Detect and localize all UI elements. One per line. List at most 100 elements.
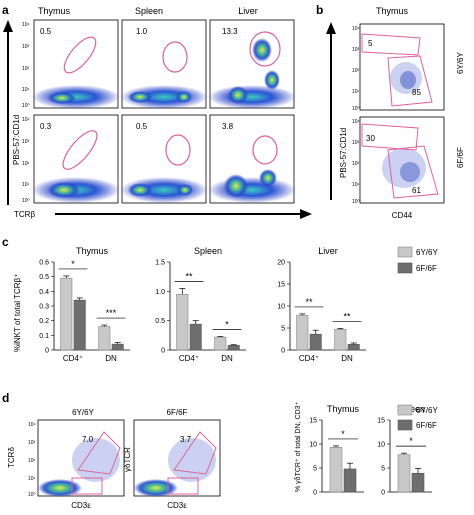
significance-marker: **	[305, 297, 313, 307]
gate	[77, 431, 121, 475]
gate-percent: 1.0	[136, 27, 148, 36]
bar	[397, 454, 411, 493]
y-tick-label: 0.6	[39, 260, 49, 267]
flow-plot-liver-6y: 13.3	[208, 19, 296, 109]
tick-label: 10⁰	[22, 198, 30, 204]
panel-d-ylabel: % γδTCR⁺ of total DN, CD3⁺	[295, 401, 302, 492]
bar	[411, 472, 425, 493]
tick-label: 10²	[22, 66, 30, 72]
tick-label: 10⁴	[352, 119, 360, 125]
flow-plot-b-6y: 5 85 6Y/6Y 10⁴ 10³ 10² 10¹ 10⁰	[352, 23, 465, 112]
x-tick-label: DN	[341, 354, 353, 363]
bar	[296, 314, 309, 351]
genotype-label: 6Y/6Y	[456, 52, 465, 74]
significance-marker: *	[341, 429, 345, 439]
gate-percent: 3.7	[180, 435, 192, 444]
bar-chart-thymus: Thymus 0 5 10 15 *	[309, 404, 364, 497]
gate-percent: 3.8	[222, 122, 234, 131]
gate	[62, 130, 98, 170]
panel-letter-b: b	[316, 3, 323, 17]
y-tick-label: 0	[281, 348, 285, 355]
y-tick-label: 15	[377, 418, 385, 425]
significance-marker: *	[225, 320, 229, 330]
tick-label: 10³	[22, 139, 30, 145]
legend-swatch	[397, 419, 413, 431]
gate	[165, 134, 191, 166]
tick-label: 10²	[352, 68, 360, 74]
tick-label: 10⁰	[22, 103, 30, 109]
gate-percent: 0.5	[40, 27, 52, 36]
bar	[111, 343, 124, 351]
flow-plot-liver-6f: 3.8	[208, 114, 296, 204]
tick-label: 10³	[352, 47, 360, 53]
bar-chart-thymus: Thymus 0 0.1 0.2 0.3 0.4 0.5 0.6 CD4⁺ * DN ***	[39, 246, 130, 363]
genotype-label: 6F/6F	[167, 408, 188, 417]
legend-swatch	[397, 262, 413, 274]
tick-label: 10⁰	[352, 199, 360, 205]
legend-swatch	[397, 404, 413, 416]
panel-b-ylabel: PBS-57:CD1d	[339, 128, 348, 178]
panel-a: Thymus Spleen Liver PBS-57:CD1d TCRβ 10⁴…	[3, 6, 312, 219]
panel-a-title-liver: Liver	[238, 6, 258, 16]
tick-label: 10¹	[352, 89, 360, 95]
y-tick-label: 0	[161, 348, 165, 355]
tick-label: 10¹	[22, 87, 30, 93]
panel-letter-d: d	[2, 391, 9, 405]
panel-b-xlabel: CD44	[392, 211, 413, 220]
panel-a-title-spleen: Spleen	[135, 6, 163, 16]
plot-ylabel: TCRδ	[7, 447, 16, 468]
chart-title: Thymus	[327, 404, 360, 414]
tick-label: 10⁰	[28, 492, 36, 498]
flow-plot-spleen-6y: 1.0	[120, 19, 208, 109]
x-tick-label: DN	[221, 354, 233, 363]
gate-percent: 13.3	[222, 27, 238, 36]
gate-percent: 61	[412, 186, 421, 195]
panel-b-title: Thymus	[376, 6, 409, 16]
y-tick-label: 5	[281, 326, 285, 333]
gate-percent: 0.3	[40, 122, 52, 131]
panel-c-charts: Thymus00.10.20.30.40.50.6CD4⁺*DN***Splee…	[39, 246, 366, 363]
tick-label: 10¹	[352, 182, 360, 188]
gate-percent: 85	[412, 88, 421, 97]
panel-letter-c: c	[2, 235, 9, 249]
bar	[73, 299, 86, 351]
panel-c-ylabel: %iNKT of total TCRβ⁺	[13, 274, 22, 352]
y-tick-label: 5	[381, 466, 385, 473]
legend-label: 6F/6F	[416, 264, 437, 273]
significance-marker: *	[71, 259, 75, 269]
chart-title: Liver	[318, 246, 338, 256]
panel-b: Thymus PBS-57:CD1d 5 85 6Y/6Y 10⁴ 10³ 10…	[326, 6, 465, 220]
y-tick-label: 1.0	[155, 289, 165, 296]
tick-label: 10¹	[22, 182, 30, 188]
gate	[252, 135, 278, 165]
y-tick-label: 0.5	[155, 318, 165, 325]
x-tick-label: DN	[105, 354, 117, 363]
plot-xlabel: CD3ε	[167, 501, 187, 510]
tick-label: 10⁴	[28, 422, 36, 428]
gate	[249, 31, 281, 67]
bar	[176, 293, 189, 351]
y-tick-label: 10	[309, 442, 317, 449]
panel-a-y-arrowhead	[3, 20, 13, 32]
panel-a-x-arrowhead	[300, 209, 312, 219]
panel-b-y-arrowhead	[326, 22, 336, 34]
legend-label: 6Y/6Y	[416, 248, 438, 257]
significance-marker: **	[343, 311, 351, 321]
panel-a-row2-ticks: 10⁴ 10³ 10² 10¹ 10⁰	[22, 117, 30, 204]
panel-c: %iNKT of total TCRβ⁺ Thymus 0 0.1 0.2 0.3 0.4…	[13, 246, 438, 363]
gate-percent: 5	[368, 39, 373, 48]
panel-a-xlabel: TCRβ	[14, 210, 35, 219]
x-tick-label: CD4⁺	[299, 354, 319, 363]
tick-label: 10³	[22, 44, 30, 50]
gate	[173, 431, 217, 475]
plot-ylabel: γδTCR	[123, 447, 132, 472]
tick-label: 10²	[28, 458, 36, 464]
tick-label: 10²	[22, 161, 30, 167]
chart-title: Spleen	[194, 246, 222, 256]
bar	[329, 447, 343, 493]
tick-label: 10⁴	[22, 117, 30, 123]
y-tick-label: 0.5	[39, 274, 49, 281]
bar	[227, 345, 240, 351]
panel-a-ylabel: PBS-57:CD1d	[12, 115, 21, 165]
bar-chart-spleen: Spleen 0 0.5 1.0 1.5 CD4⁺ ** DN *	[155, 246, 246, 363]
